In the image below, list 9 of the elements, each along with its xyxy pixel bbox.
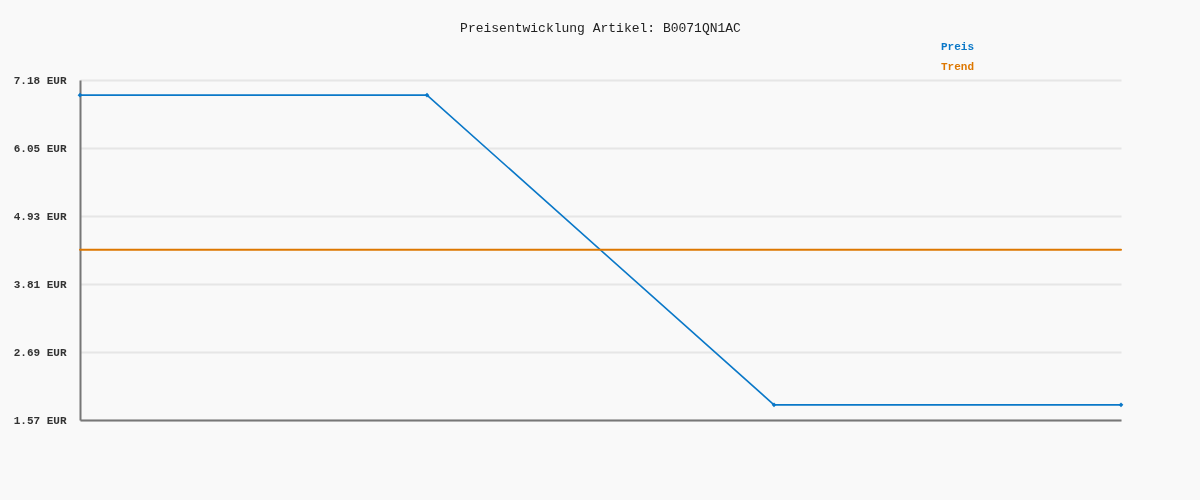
y-tick-label: 4.93 EUR (13, 210, 67, 223)
text: Preis (940, 41, 974, 53)
y-tick-label: 6.05 EUR (13, 142, 67, 155)
text: Trend (940, 61, 974, 73)
chart-title: Preisentwicklung Artikel: B0071QN1AC (460, 21, 742, 36)
y-tick-label: 7.18 EUR (13, 74, 67, 87)
y-tick-label: 2.69 EUR (13, 346, 67, 359)
y-tick-label: 1.57 EUR (13, 414, 67, 427)
y-tick-label: 3.81 EUR (13, 278, 67, 291)
